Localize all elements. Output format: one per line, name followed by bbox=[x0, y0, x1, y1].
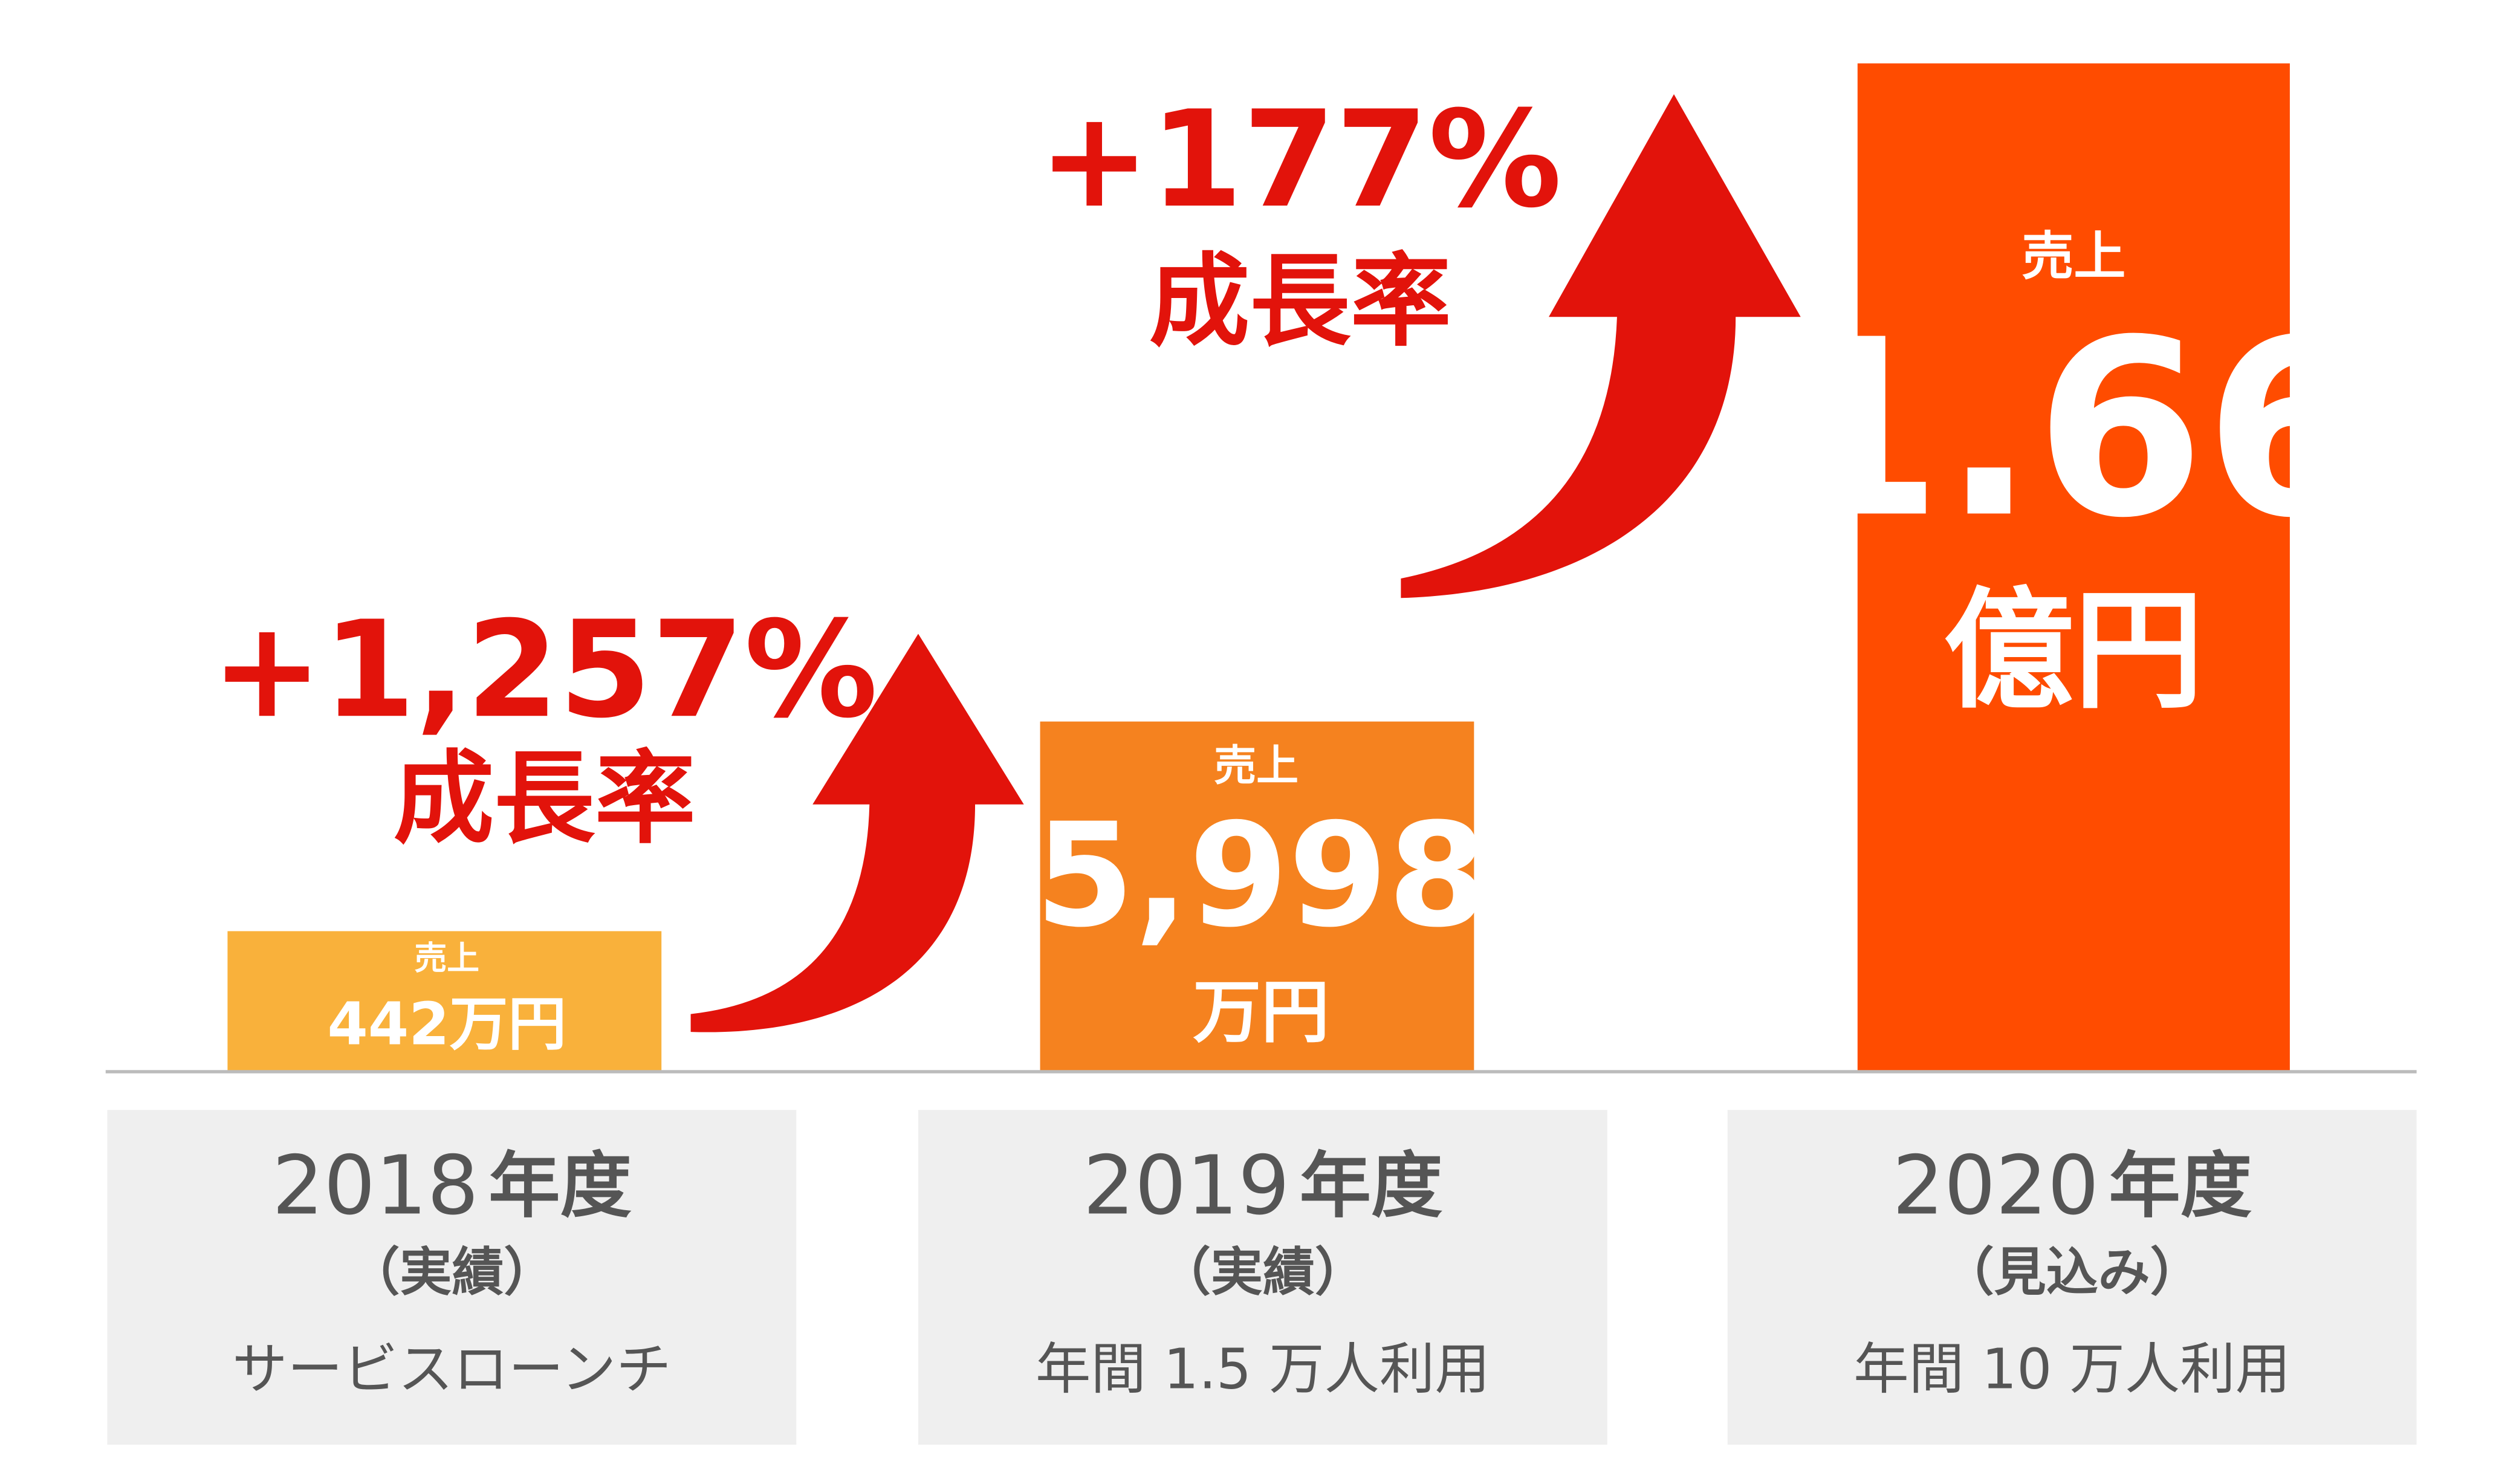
year-status: （実績） bbox=[348, 1242, 556, 1303]
bar-2018 bbox=[227, 931, 662, 1071]
growth-label: 成長率 bbox=[1149, 243, 1451, 360]
bar-value: 1.66 bbox=[1773, 288, 2375, 572]
year-suffix: 年度 bbox=[2109, 1144, 2252, 1228]
year-box bbox=[918, 1110, 1607, 1445]
bar-label: 売上 bbox=[415, 939, 480, 977]
unit: 万円 bbox=[450, 990, 567, 1058]
growth-label: 成長率 bbox=[394, 740, 696, 858]
year-note: 年間 1.5 万人利用 bbox=[1036, 1337, 1490, 1402]
year-note: サービスローンチ bbox=[232, 1337, 672, 1402]
year-box bbox=[1727, 1110, 2417, 1445]
bar-label: 売上 bbox=[2021, 227, 2125, 287]
year-status: （見込み） bbox=[1942, 1242, 2202, 1303]
bar-value: 442万円 bbox=[328, 990, 567, 1058]
year-suffix: 年度 bbox=[1300, 1144, 1443, 1228]
growth-arrow bbox=[690, 633, 1024, 1032]
bar-2019 bbox=[1040, 721, 1474, 1071]
bar-value: 5,998 bbox=[1035, 792, 1487, 959]
growth-rate: +177% bbox=[1039, 82, 1562, 237]
year-label: 2020 年度 bbox=[1892, 1138, 2252, 1233]
year-note: 年間 10 万人利用 bbox=[1853, 1337, 2290, 1402]
year-status: （実績） bbox=[1159, 1242, 1367, 1303]
year-label: 2018 年度 bbox=[272, 1138, 632, 1233]
bar-label: 売上 bbox=[1214, 742, 1298, 791]
value: 442 bbox=[328, 990, 450, 1058]
year: 2019 bbox=[1083, 1138, 1290, 1233]
year: 2020 bbox=[1892, 1138, 2099, 1233]
year-suffix: 年度 bbox=[488, 1144, 632, 1228]
bar-unit: 万円 bbox=[1193, 973, 1329, 1052]
year-box bbox=[107, 1110, 797, 1445]
year-label: 2019 年度 bbox=[1083, 1138, 1443, 1233]
growth-rate: +1,257% bbox=[211, 592, 878, 747]
bar-2020 bbox=[1857, 63, 2290, 1071]
year: 2018 bbox=[272, 1138, 479, 1233]
bar-unit: 億円 bbox=[1944, 575, 2203, 727]
growth-arrow bbox=[1401, 94, 1801, 598]
